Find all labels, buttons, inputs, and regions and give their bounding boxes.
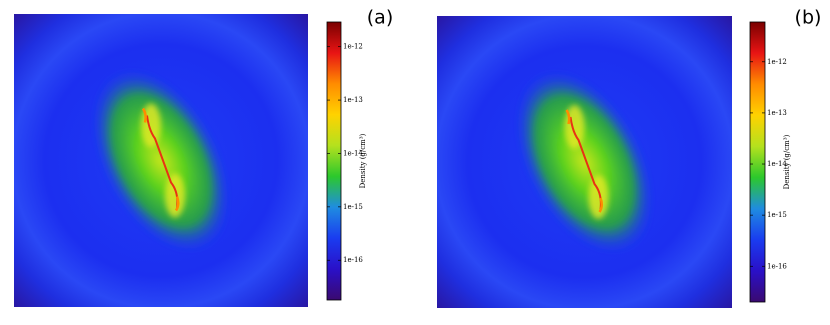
colorbar: [749, 21, 766, 303]
density-map: [14, 14, 308, 307]
panel: 1e-12 1e-13 1e-14 1e-15 1e-16 Density (g/cm³)…: [437, 7, 822, 308]
panel: 1e-12 1e-13 1e-14 1e-15 1e-16 Density (g/cm³)…: [14, 7, 393, 307]
colorbar-tick-label: 1e-14: [767, 160, 787, 168]
colorbar-label: Density (g/cm³): [783, 134, 791, 189]
colorbar-tick-label: 1e-16: [343, 256, 363, 264]
colorbar-tick-label: 1e-14: [343, 149, 363, 157]
colorbar-tick-label: 1e-12: [767, 58, 787, 66]
colorbar-label: Density (g/cm³): [359, 133, 367, 188]
panel-label: (b): [795, 7, 822, 29]
colorbar-tick-label: 1e-13: [767, 109, 787, 117]
colorbar-tick-label: 1e-16: [767, 262, 787, 270]
density-map: [437, 16, 732, 308]
colorbar: [326, 21, 342, 301]
colorbar-tick-label: 1e-12: [343, 43, 363, 51]
colorbar-tick-label: 1e-15: [767, 211, 787, 219]
colorbar-tick-label: 1e-15: [343, 203, 363, 211]
panel-label: (a): [367, 7, 393, 29]
colorbar-tick-label: 1e-13: [343, 96, 363, 104]
